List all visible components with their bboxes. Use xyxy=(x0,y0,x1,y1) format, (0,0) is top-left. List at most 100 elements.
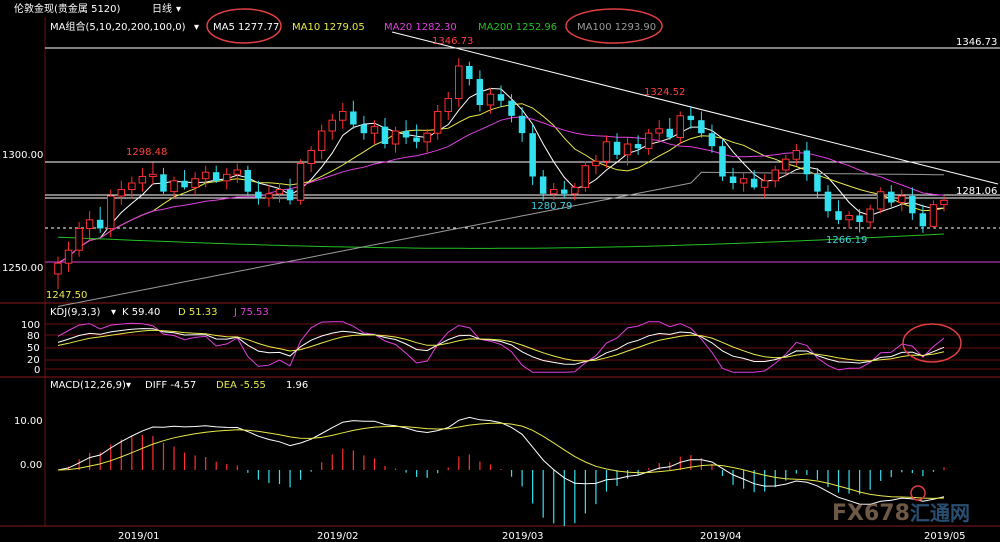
ma20-value: MA20 1282.30 xyxy=(384,22,457,33)
price-axis: 1300.00 1250.00 xyxy=(2,150,43,274)
candle-up xyxy=(54,262,62,275)
candle-down xyxy=(824,191,832,212)
watermark: FX678 汇通网 xyxy=(832,501,970,526)
candle-down xyxy=(561,189,568,194)
candle-down xyxy=(466,66,473,79)
macd-lines xyxy=(57,416,945,505)
date-tick: 2019/05 xyxy=(924,531,966,542)
candle-down xyxy=(613,141,621,155)
chevron-down-icon[interactable]: ▾ xyxy=(176,4,181,15)
candle-up xyxy=(75,228,83,251)
candle-up xyxy=(265,193,273,199)
high-label: 1298.48 xyxy=(126,147,167,158)
candle-up xyxy=(433,111,442,134)
period-selector[interactable]: 日线 xyxy=(152,2,172,15)
macd-tick: 10.00 xyxy=(14,416,43,427)
date-tick: 2019/01 xyxy=(118,531,160,542)
chevron-down-icon[interactable]: ▾ xyxy=(126,380,131,391)
ma-group-label[interactable]: MA组合(5,10,20,200,100,0) xyxy=(50,20,186,33)
candle-down xyxy=(750,178,758,188)
candle-up xyxy=(792,150,801,160)
macd-histogram xyxy=(67,435,945,526)
candle-down xyxy=(698,120,705,134)
candle-down xyxy=(160,174,167,192)
candle-up xyxy=(191,178,199,188)
candle-down xyxy=(244,170,252,192)
window-title: 伦敦金现(贵金属 5120) xyxy=(14,2,121,15)
date-tick: 2019/02 xyxy=(317,531,359,542)
candle-up xyxy=(85,219,94,230)
candle-down xyxy=(909,196,916,214)
chevron-down-icon[interactable]: ▾ xyxy=(111,307,116,318)
candle-up xyxy=(223,173,231,182)
macd-diff-line xyxy=(57,416,945,505)
candle-up xyxy=(423,132,431,143)
candle-up xyxy=(339,111,347,121)
price-tick: 1300.00 xyxy=(2,150,43,161)
candle-up xyxy=(275,189,284,195)
kdj-k-value: K 59.40 xyxy=(122,307,160,318)
candle-down xyxy=(539,176,547,194)
high-label: 1324.52 xyxy=(644,87,685,98)
candle-down xyxy=(350,111,357,125)
kdj-header: KDJ(9,3,3) ▾ K 59.40 D 51.33 J 75.53 xyxy=(50,307,269,318)
kdj-tick: 20 xyxy=(27,355,40,366)
candle-down xyxy=(360,124,368,134)
candle-up xyxy=(486,93,495,106)
candle-down xyxy=(719,146,726,177)
candle-up xyxy=(170,180,178,193)
ma10-value: MA10 1279.05 xyxy=(292,22,365,33)
candle-up xyxy=(571,186,579,195)
kdj-j-line xyxy=(57,321,945,373)
kdj-j-value: J 75.53 xyxy=(233,307,269,318)
low-label: 1280.79 xyxy=(531,201,572,212)
candle-up xyxy=(898,195,906,203)
macd-dea-line xyxy=(57,422,945,499)
candle-up xyxy=(107,195,115,229)
candle-up xyxy=(676,115,684,139)
macd-label[interactable]: MACD(12,26,9) xyxy=(50,380,126,391)
candle-down xyxy=(497,94,505,101)
watermark-subtext: 汇通网 xyxy=(910,501,970,525)
candle-up xyxy=(592,160,600,167)
candle-down xyxy=(255,191,262,199)
candle-up xyxy=(128,182,136,190)
highlight-circle xyxy=(910,485,926,501)
candle-down xyxy=(518,115,526,134)
kdj-tick: 100 xyxy=(21,320,40,331)
candle-up xyxy=(233,169,241,175)
ma100-line xyxy=(57,171,945,307)
candle-up xyxy=(201,171,210,180)
kdj-lines xyxy=(57,321,945,373)
candle-up xyxy=(876,191,885,210)
candle-down xyxy=(181,180,188,188)
candle-up xyxy=(317,130,326,151)
price-tick: 1250.00 xyxy=(2,263,43,274)
candle-up xyxy=(929,204,938,227)
candle-up xyxy=(64,249,73,264)
macd-dea-value: DEA -5.55 xyxy=(216,380,266,391)
kdj-axis: 100 80 50 20 0 xyxy=(21,320,1000,376)
candle-down xyxy=(687,115,695,121)
macd-tick: 0.00 xyxy=(20,460,42,471)
kdj-label[interactable]: KDJ(9,3,3) xyxy=(50,307,101,318)
candle-up xyxy=(845,215,853,221)
low-label: 1266.19 xyxy=(826,235,867,246)
candle-up xyxy=(771,169,779,182)
macd-diff-value: DIFF -4.57 xyxy=(145,380,196,391)
candle-down xyxy=(508,100,515,116)
candle-up xyxy=(149,173,157,178)
ma10-line xyxy=(57,103,945,264)
candle-up xyxy=(655,128,663,134)
trendline[interactable] xyxy=(391,31,999,185)
candle-up xyxy=(296,163,305,201)
candle-up xyxy=(328,119,336,132)
candle-up xyxy=(739,178,748,184)
chevron-down-icon[interactable]: ▾ xyxy=(194,22,199,33)
date-axis: 2019/01 2019/02 2019/03 2019/04 2019/05 xyxy=(118,531,966,542)
candle-up xyxy=(581,165,590,188)
highlight-circle xyxy=(565,8,663,44)
highlight-circle xyxy=(902,323,962,363)
watermark-logo: FX678 xyxy=(832,501,910,526)
